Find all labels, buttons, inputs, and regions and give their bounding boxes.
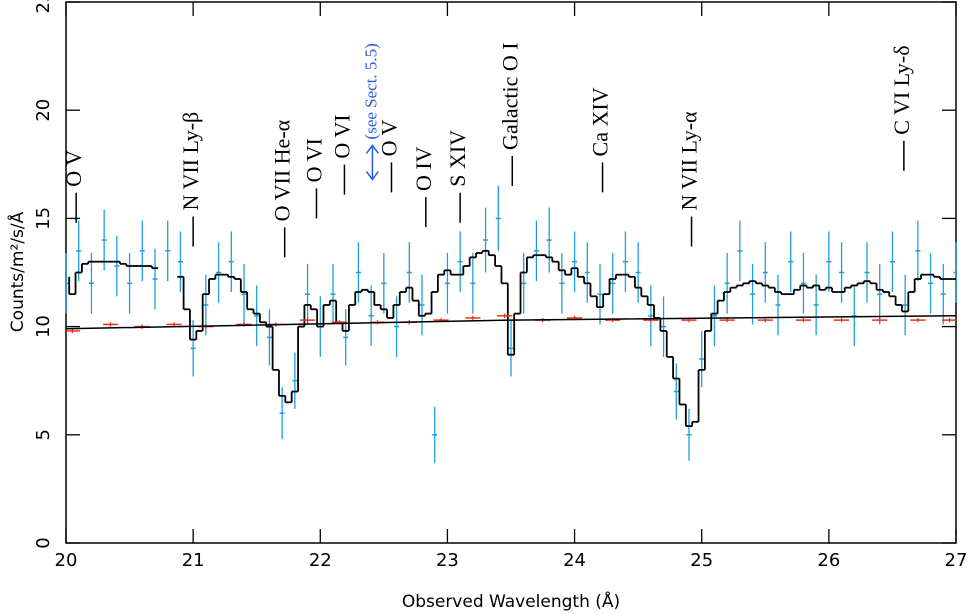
- y-tick-label: 5: [33, 429, 54, 440]
- continuum-line: [65, 315, 957, 330]
- x-tick-label: 24: [563, 550, 586, 571]
- x-tick-label: 26: [817, 550, 840, 571]
- x-tick-label: 23: [436, 550, 459, 571]
- x-tick-label: 21: [182, 550, 205, 571]
- x-axis-title: Observed Wavelength (Å): [402, 590, 620, 612]
- annotation-label: N VII Ly-α: [677, 111, 702, 211]
- y-axis-title: Counts/m²/s/Å: [6, 211, 28, 332]
- annotation-label: O VII He-α: [270, 119, 295, 221]
- annotation-label: O IV: [411, 146, 436, 191]
- annotation-label: O VI: [302, 138, 327, 182]
- annotation-label: Ca XIV: [588, 87, 613, 156]
- annotation-label: (see Sect. 5.5): [361, 43, 380, 139]
- x-tick-label: 20: [55, 550, 78, 571]
- y-tick-label: 0: [33, 537, 54, 548]
- annotation-label: Galactic O I: [497, 42, 522, 150]
- y-tick-label: 10: [33, 315, 54, 338]
- y-tick-label: 20: [33, 99, 54, 122]
- annotation-label: O VI: [329, 114, 354, 158]
- annotation-label: O V: [61, 150, 86, 187]
- annotation-label: S XIV: [445, 130, 470, 187]
- x-tick-label: 22: [309, 550, 332, 571]
- x-tick-label: 25: [690, 550, 713, 571]
- y-tick-label: 25: [33, 0, 54, 13]
- arrow-head: [365, 144, 380, 181]
- annotation-label: N VII Ly-β: [178, 112, 203, 211]
- annotation-label: C VI Ly-δ: [889, 45, 914, 134]
- annotation-label: O V: [377, 119, 402, 156]
- y-tick-label: 15: [33, 207, 54, 230]
- x-tick-label: 27: [945, 550, 968, 571]
